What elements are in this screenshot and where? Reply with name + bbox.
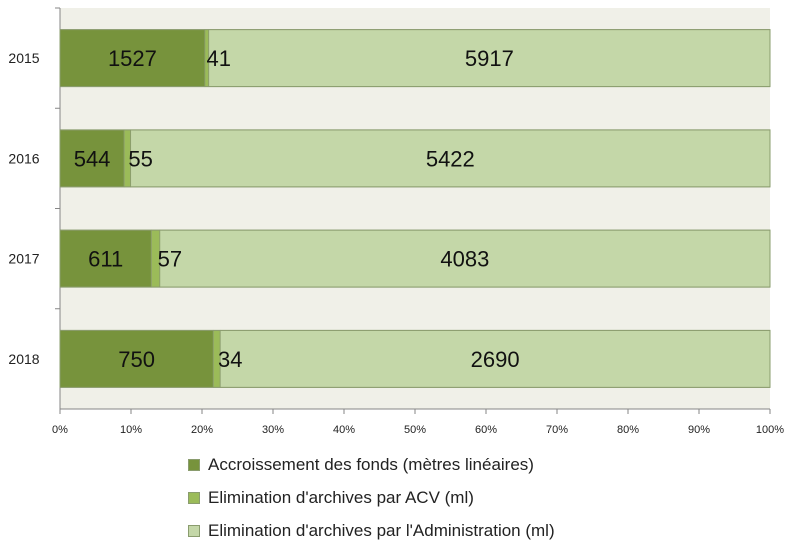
data-label: 611 [88, 247, 123, 272]
legend-label-accroissement: Accroissement des fonds (mètres linéaire… [208, 454, 534, 474]
bar-segment [159, 229, 771, 288]
data-label: 544 [74, 146, 111, 171]
bar-outline [59, 329, 771, 388]
y-tick-label: 2017 [8, 251, 39, 267]
x-tick-label: 80% [617, 424, 639, 436]
legend-item-administration: Elimination d'archives par l'Administrat… [188, 514, 555, 547]
legend-item-acv: Elimination d'archives par ACV (ml) [188, 481, 555, 514]
legend-swatch-administration [188, 524, 200, 537]
x-tick-label: 20% [191, 424, 213, 436]
bar-outline [59, 229, 771, 288]
data-label: 41 [206, 46, 230, 71]
data-label: 55 [128, 146, 152, 171]
bar-segment [219, 329, 771, 388]
legend-label-administration: Elimination d'archives par l'Administrat… [208, 520, 555, 540]
x-tick-label: 10% [120, 424, 142, 436]
legend-item-accroissement: Accroissement des fonds (mètres linéaire… [188, 448, 555, 481]
data-label: 4083 [440, 247, 489, 272]
bar-outline [59, 129, 771, 188]
data-label: 750 [118, 347, 155, 372]
x-tick-label: 70% [546, 424, 568, 436]
y-tick-label: 2015 [8, 50, 39, 66]
bar-segment [59, 329, 214, 388]
x-tick-label: 50% [404, 424, 426, 436]
x-tick-label: 30% [262, 424, 284, 436]
legend-label-acv: Elimination d'archives par ACV (ml) [208, 487, 474, 507]
data-label: 57 [158, 247, 182, 272]
bar-segment [59, 29, 206, 88]
bar-outline [59, 29, 771, 88]
x-tick-label: 0% [52, 424, 68, 436]
legend-swatch-accroissement [188, 458, 200, 471]
data-label: 2690 [471, 347, 520, 372]
legend-swatch-acv [188, 491, 200, 504]
data-label: 5917 [465, 46, 514, 71]
data-label: 1527 [108, 46, 157, 71]
y-tick-label: 2018 [8, 351, 39, 367]
data-label: 5422 [426, 146, 475, 171]
x-tick-label: 100% [756, 424, 784, 436]
data-label: 34 [218, 347, 242, 372]
legend: Accroissement des fonds (mètres linéaire… [188, 448, 555, 547]
y-tick-label: 2016 [8, 150, 39, 166]
x-tick-label: 60% [475, 424, 497, 436]
x-tick-label: 90% [688, 424, 710, 436]
x-tick-label: 40% [333, 424, 355, 436]
